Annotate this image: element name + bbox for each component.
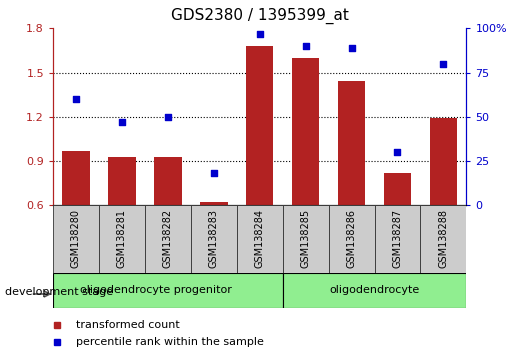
- Bar: [430, 118, 457, 294]
- Bar: [246, 46, 273, 294]
- Title: GDS2380 / 1395399_at: GDS2380 / 1395399_at: [171, 8, 349, 24]
- Bar: [191, 205, 237, 273]
- Bar: [108, 156, 136, 294]
- Text: transformed count: transformed count: [76, 320, 180, 330]
- Bar: [420, 205, 466, 273]
- Point: [302, 43, 310, 49]
- Bar: [338, 81, 365, 294]
- Text: percentile rank within the sample: percentile rank within the sample: [76, 337, 263, 347]
- Bar: [62, 151, 90, 294]
- Bar: [53, 273, 282, 308]
- Bar: [99, 205, 145, 273]
- Bar: [145, 205, 191, 273]
- Bar: [375, 205, 420, 273]
- Bar: [384, 173, 411, 294]
- Bar: [154, 156, 182, 294]
- Text: development stage: development stage: [5, 287, 113, 297]
- Text: oligodendrocyte progenitor: oligodendrocyte progenitor: [81, 285, 232, 295]
- Text: GSM138285: GSM138285: [301, 209, 311, 268]
- Text: GSM138284: GSM138284: [255, 209, 264, 268]
- Bar: [282, 273, 466, 308]
- Text: GSM138283: GSM138283: [209, 209, 219, 268]
- Bar: [329, 205, 375, 273]
- Bar: [292, 58, 320, 294]
- Bar: [282, 205, 329, 273]
- Point: [347, 45, 356, 51]
- Text: GSM138281: GSM138281: [117, 209, 127, 268]
- Point: [118, 119, 126, 125]
- Text: GSM138288: GSM138288: [438, 209, 448, 268]
- Bar: [200, 202, 227, 294]
- Text: GSM138282: GSM138282: [163, 209, 173, 268]
- Point: [209, 171, 218, 176]
- Text: oligodendrocyte: oligodendrocyte: [330, 285, 420, 295]
- Point: [72, 96, 80, 102]
- Point: [439, 61, 448, 67]
- Text: GSM138287: GSM138287: [393, 209, 402, 268]
- Text: GSM138286: GSM138286: [347, 209, 357, 268]
- Text: GSM138280: GSM138280: [71, 209, 81, 268]
- Point: [393, 149, 402, 155]
- Bar: [237, 205, 282, 273]
- Point: [255, 31, 264, 36]
- Bar: [53, 205, 99, 273]
- Point: [164, 114, 172, 120]
